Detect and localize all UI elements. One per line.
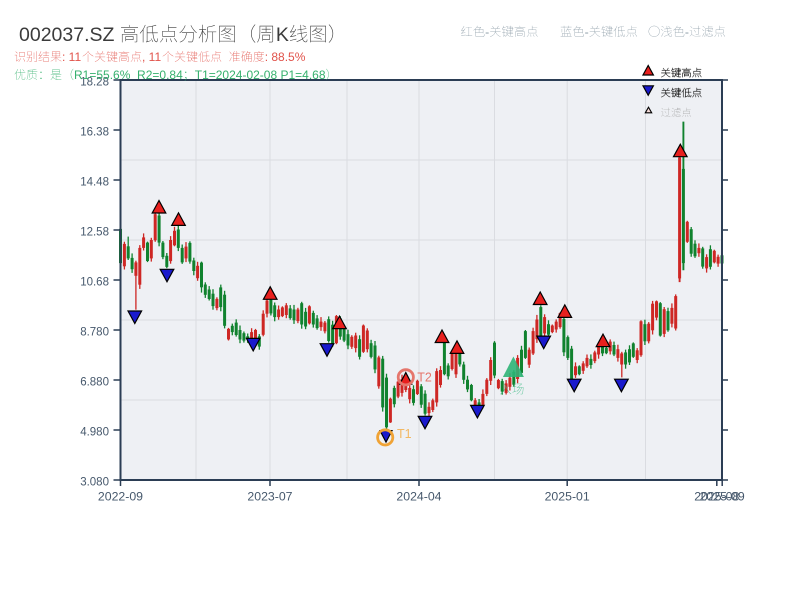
svg-text:-: -	[485, 25, 489, 39]
svg-text:T2: T2	[417, 371, 432, 385]
svg-text:2025-09: 2025-09	[700, 490, 745, 504]
svg-text:2025-01: 2025-01	[545, 490, 590, 504]
svg-text:2025-08: 2025-08	[694, 490, 739, 504]
svg-text:4.980: 4.980	[80, 426, 109, 438]
svg-text:T1: T1	[397, 427, 412, 441]
svg-text:2023-07: 2023-07	[247, 490, 292, 504]
svg-text:2024-04: 2024-04	[396, 490, 441, 504]
svg-text:: 11: : 11	[62, 50, 81, 64]
svg-text:10.68: 10.68	[80, 276, 109, 288]
svg-text:6.880: 6.880	[80, 376, 109, 388]
svg-text:12.58: 12.58	[80, 226, 109, 238]
svg-text:T1=2024-02-08 P1=4.68: T1=2024-02-08 P1=4.68	[195, 68, 326, 82]
svg-text:K: K	[276, 24, 289, 46]
svg-text:3.080: 3.080	[80, 476, 109, 488]
svg-text:002037.SZ: 002037.SZ	[19, 24, 120, 46]
svg-text:16.38: 16.38	[80, 126, 109, 138]
svg-text:14.48: 14.48	[80, 176, 109, 188]
svg-text:R1=55.6% R2=0.84: R1=55.6% R2=0.84	[74, 68, 183, 82]
svg-text:18.28: 18.28	[80, 76, 109, 88]
svg-text:-: -	[585, 25, 589, 39]
svg-text:8.780: 8.780	[80, 326, 109, 338]
svg-text:: 88.5%: : 88.5%	[265, 50, 306, 64]
svg-text:, 11: , 11	[142, 50, 161, 64]
svg-text:2022-09: 2022-09	[98, 490, 143, 504]
svg-text:-: -	[685, 25, 689, 39]
